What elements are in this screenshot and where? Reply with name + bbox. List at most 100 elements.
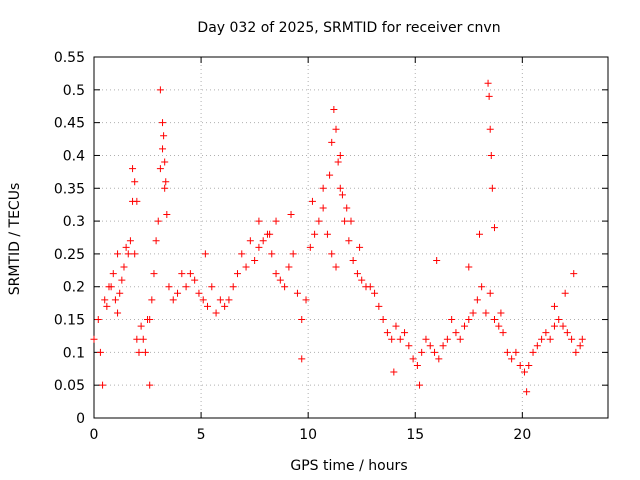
- data-point: [242, 263, 250, 271]
- data-point: [124, 250, 132, 258]
- data-point: [388, 335, 396, 343]
- data-point: [490, 224, 498, 232]
- data-point: [542, 329, 550, 337]
- data-point: [390, 368, 398, 376]
- data-point: [221, 302, 229, 310]
- y-tick-label: 0.45: [54, 116, 85, 132]
- data-point: [332, 125, 340, 133]
- data-point: [281, 283, 289, 291]
- data-point: [533, 342, 541, 350]
- data-point: [568, 335, 576, 343]
- data-point: [484, 79, 492, 87]
- data-point: [131, 178, 139, 186]
- data-point: [90, 335, 98, 343]
- data-point: [418, 348, 426, 356]
- data-point: [225, 296, 233, 304]
- data-point: [116, 289, 124, 297]
- x-tick-label: 5: [197, 427, 206, 443]
- data-point: [476, 230, 483, 238]
- data-point: [482, 309, 490, 317]
- data-point: [137, 322, 145, 330]
- data-point: [285, 263, 293, 271]
- data-point: [319, 204, 327, 212]
- data-point: [165, 283, 173, 291]
- data-point: [120, 263, 128, 271]
- data-point: [199, 296, 207, 304]
- data-point: [107, 283, 115, 291]
- data-point: [238, 250, 246, 258]
- data-point: [148, 296, 156, 304]
- data-point: [306, 243, 314, 251]
- data-point: [478, 283, 486, 291]
- data-point: [298, 355, 306, 363]
- x-axis: 0 5 10 15 20: [90, 57, 531, 443]
- data-point: [161, 158, 169, 166]
- data-point: [330, 106, 338, 114]
- data-point: [336, 184, 344, 192]
- data-point: [508, 355, 516, 363]
- data-point: [139, 335, 147, 343]
- data-point: [409, 355, 417, 363]
- data-point: [473, 296, 481, 304]
- data-point: [570, 270, 578, 278]
- data-point: [576, 342, 584, 350]
- y-tick-label: 0.2: [63, 280, 85, 296]
- chart-title: Day 032 of 2025, SRMTID for receiver cnv…: [197, 20, 500, 36]
- data-point: [323, 230, 331, 238]
- data-point: [334, 158, 342, 166]
- data-point: [465, 316, 473, 324]
- data-point: [99, 381, 107, 389]
- data-point: [182, 283, 190, 291]
- data-point: [186, 270, 194, 278]
- data-point: [169, 296, 177, 304]
- data-point: [452, 329, 460, 337]
- data-point: [383, 329, 391, 337]
- data-point: [152, 237, 160, 245]
- data-point: [94, 316, 102, 324]
- data-point: [461, 322, 469, 330]
- data-point: [416, 381, 424, 389]
- data-point: [490, 316, 498, 324]
- data-point: [208, 283, 216, 291]
- data-point: [486, 289, 494, 297]
- data-point: [347, 217, 355, 225]
- data-point: [503, 348, 511, 356]
- data-point: [523, 388, 531, 396]
- data-point: [405, 342, 413, 350]
- data-point: [246, 237, 254, 245]
- data-point: [163, 211, 171, 219]
- data-point: [487, 151, 495, 159]
- y-tick-label: 0: [76, 411, 85, 427]
- data-point: [101, 296, 109, 304]
- data-point: [204, 302, 212, 310]
- data-point: [538, 335, 546, 343]
- data-point: [332, 263, 340, 271]
- data-point: [371, 289, 379, 297]
- y-tick-label: 0.05: [54, 378, 85, 394]
- data-point: [114, 250, 122, 258]
- data-point: [129, 165, 137, 173]
- data-point: [229, 283, 237, 291]
- data-point: [469, 309, 477, 317]
- data-point: [426, 342, 434, 350]
- y-tick-label: 0.5: [63, 83, 85, 99]
- data-point: [499, 329, 507, 337]
- data-point: [341, 217, 349, 225]
- data-point: [161, 184, 169, 192]
- data-point: [287, 211, 295, 219]
- data-point: [255, 243, 263, 251]
- data-point: [431, 348, 439, 356]
- data-point: [319, 184, 327, 192]
- data-point: [311, 230, 319, 238]
- x-axis-label: GPS time / hours: [290, 458, 407, 474]
- data-point: [495, 322, 503, 330]
- data-point: [555, 316, 563, 324]
- data-point: [135, 348, 143, 356]
- data-point: [433, 256, 441, 264]
- data-point: [251, 256, 259, 264]
- data-point: [268, 250, 276, 258]
- y-tick-label: 0.55: [54, 50, 85, 66]
- data-point: [563, 329, 571, 337]
- data-point: [550, 322, 558, 330]
